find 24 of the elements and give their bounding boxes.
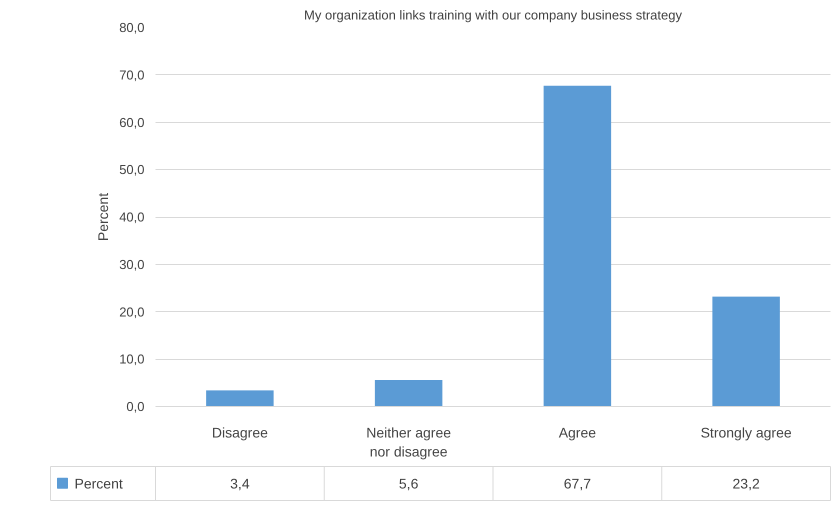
y-tick-label: 20,0 [119, 304, 145, 320]
bar [206, 390, 274, 406]
data-label: 3,4 [230, 475, 250, 492]
y-tick-label: 50,0 [119, 162, 145, 178]
y-tick-label: 80,0 [119, 20, 145, 35]
y-axis-title: Percent [95, 192, 112, 242]
y-tick-label: 60,0 [119, 114, 145, 130]
legend-label: Percent [74, 475, 123, 492]
y-tick-label: 10,0 [119, 352, 145, 367]
y-tick-label: 70,0 [119, 67, 145, 82]
data-label: 23,2 [732, 475, 760, 492]
y-tick-label: 40,0 [119, 210, 145, 224]
y-tick-label: 30,0 [119, 256, 145, 272]
y-tick-label: 0,0 [126, 399, 145, 414]
x-tick-label: Agree [558, 424, 596, 440]
chart-title: My organization links training with our company business strategy [304, 8, 682, 22]
bar [712, 296, 780, 406]
data-label: 5,6 [398, 475, 419, 492]
x-tick-label: Strongly agree [700, 424, 792, 440]
bar [544, 86, 612, 406]
x-tick-label: Disagree [212, 424, 268, 440]
data-label: 67,7 [564, 475, 592, 492]
bar [374, 380, 442, 406]
x-tick-label: Neither agree nor disagree [366, 424, 452, 460]
